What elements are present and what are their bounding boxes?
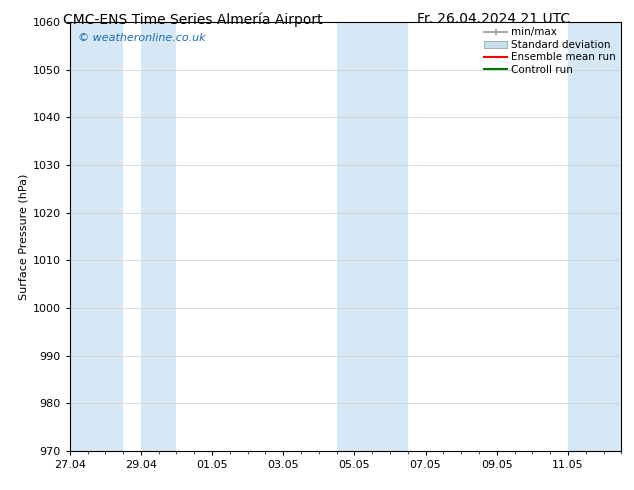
- Bar: [70, 22, 123, 451]
- Bar: [568, 22, 621, 451]
- Text: © weatheronline.co.uk: © weatheronline.co.uk: [78, 33, 205, 43]
- Text: Fr. 26.04.2024 21 UTC: Fr. 26.04.2024 21 UTC: [417, 12, 571, 26]
- Text: CMC-ENS Time Series Almería Airport: CMC-ENS Time Series Almería Airport: [63, 12, 323, 27]
- Legend: min/max, Standard deviation, Ensemble mean run, Controll run: min/max, Standard deviation, Ensemble me…: [482, 25, 618, 77]
- Bar: [141, 22, 176, 451]
- Y-axis label: Surface Pressure (hPa): Surface Pressure (hPa): [18, 173, 29, 299]
- Bar: [337, 22, 408, 451]
